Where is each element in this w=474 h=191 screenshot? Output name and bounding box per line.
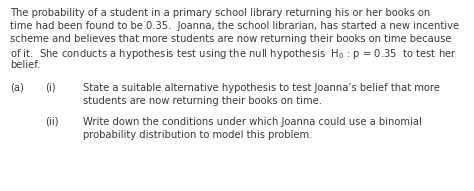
Text: scheme and believes that more students are now returning their books on time bec: scheme and believes that more students a…: [10, 34, 452, 44]
Text: students are now returning their books on time.: students are now returning their books o…: [83, 96, 322, 106]
Text: belief.: belief.: [10, 60, 40, 70]
Text: State a suitable alternative hypothesis to test Joanna’s belief that more: State a suitable alternative hypothesis …: [83, 83, 440, 93]
Text: probability distribution to model this problem.: probability distribution to model this p…: [83, 130, 312, 140]
Text: Write down the conditions under which Joanna could use a binomial: Write down the conditions under which Jo…: [83, 117, 422, 127]
Text: time had been found to be 0.35.  Joanna, the school librarian, has started a new: time had been found to be 0.35. Joanna, …: [10, 21, 459, 31]
Text: of it.  She conducts a hypothesis test using the null hypothesis  H$_0$ : p = 0.: of it. She conducts a hypothesis test us…: [10, 47, 456, 61]
Text: (i): (i): [45, 83, 55, 93]
Text: (a): (a): [10, 83, 24, 93]
Text: The probability of a student in a primary school library returning his or her bo: The probability of a student in a primar…: [10, 8, 430, 18]
Text: (ii): (ii): [45, 117, 58, 127]
